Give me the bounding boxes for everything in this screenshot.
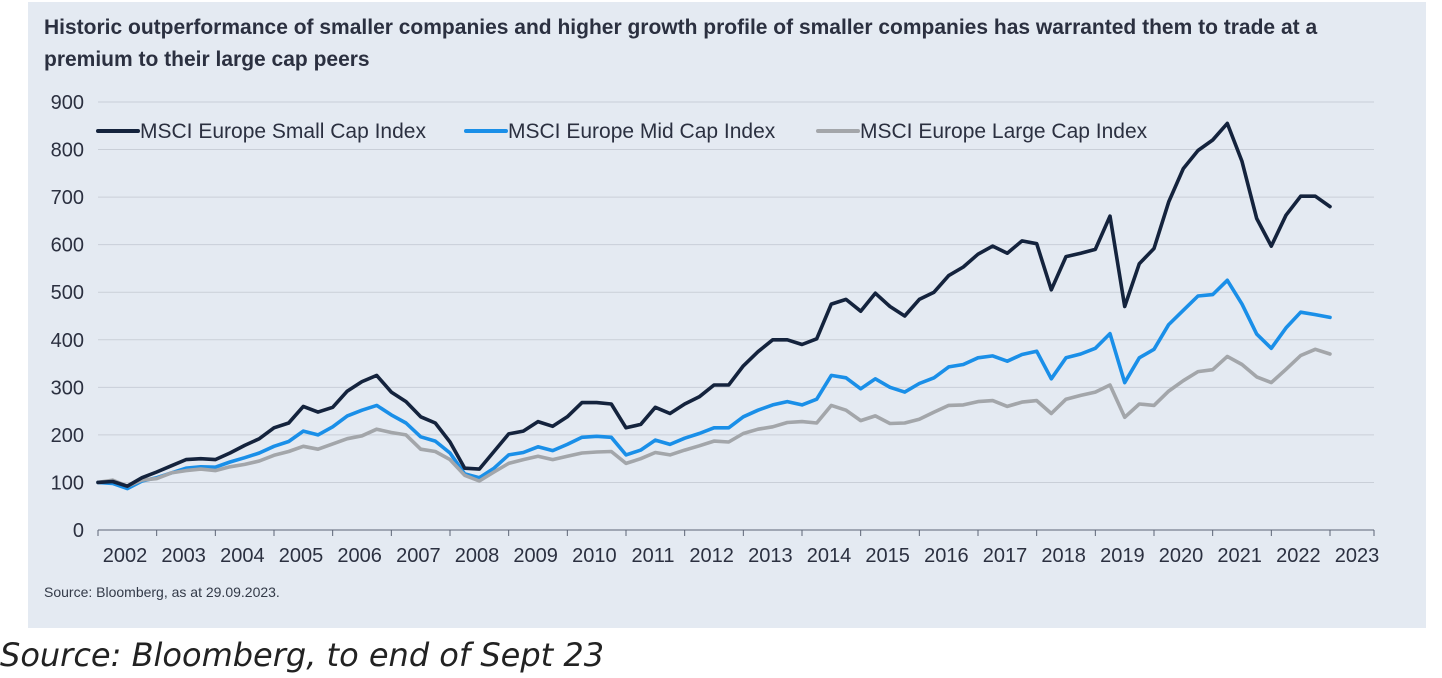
x-tick-label: 2004 [220,545,265,567]
y-tick-label: 600 [51,235,84,257]
y-tick-label: 700 [51,187,84,209]
x-tick-label: 2005 [279,545,324,567]
y-tick-label: 0 [73,520,84,542]
y-tick-label: 200 [51,425,84,447]
legend-label: MSCI Europe Large Cap Index [860,120,1148,143]
x-tick-label: 2010 [572,545,617,567]
source-note: Source: Bloomberg, as at 29.09.2023. [44,584,280,600]
chart-title: Historic outperformance of smaller compa… [44,16,1318,71]
series-layer [96,121,1332,491]
x-tick-label: 2021 [1217,545,1262,567]
legend-item-small-cap: MSCI Europe Small Cap Index [96,120,426,143]
x-tick-label: 2018 [1041,545,1086,567]
x-tick-label: 2007 [396,545,441,567]
x-tick-label: 2016 [924,545,969,567]
x-tick-label: 2003 [161,545,206,567]
axis-layer: 0 100 200 300 400 500 600 700 800 900 2002 2003 2004… [51,92,1380,567]
x-tick-label: 2009 [513,545,558,567]
x-tick-label: 2017 [983,545,1028,567]
grid-layer [98,101,1374,531]
series-line-large-cap [96,347,1332,489]
x-tick-label: 2002 [103,545,148,567]
series-line-mid-cap [96,278,1332,491]
source-caption: Source: Bloomberg, to end of Sept 23 [0,636,605,674]
x-tick-label: 2022 [1276,545,1321,567]
legend-label: MSCI Europe Small Cap Index [140,120,426,143]
x-tick-label: 2012 [689,545,734,567]
y-tick-label: 500 [51,282,84,304]
x-tick-label: 2019 [1100,545,1145,567]
series-line-small-cap [96,121,1332,489]
x-tick-label: 2013 [748,545,793,567]
x-tick-label: 2014 [807,545,852,567]
y-tick-label: 100 [51,472,84,494]
y-tick-label: 300 [51,377,84,399]
x-tick-label: 2015 [865,545,910,567]
x-tick-label: 2020 [1159,545,1204,567]
x-tick-label: 2011 [631,545,674,567]
chart-panel [28,2,1426,628]
y-tick-label: 400 [51,330,84,352]
x-tick-label: 2008 [455,545,500,567]
legend-item-large-cap: MSCI Europe Large Cap Index [816,120,1148,143]
legend-item-mid-cap: MSCI Europe Mid Cap Index [464,120,776,143]
y-tick-label: 900 [51,92,84,114]
y-tick-label: 800 [51,140,84,162]
legend: MSCI Europe Small Cap Index MSCI Europe M… [96,120,1148,143]
x-tick-label: 2006 [337,545,382,567]
x-tick-label: 2023 [1335,545,1380,567]
legend-label: MSCI Europe Mid Cap Index [508,120,776,143]
